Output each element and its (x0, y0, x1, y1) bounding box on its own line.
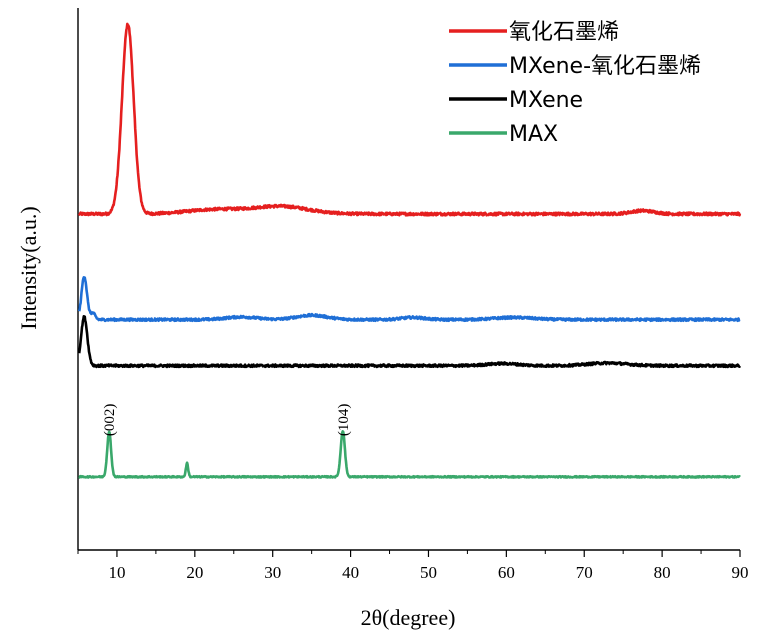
x-axis: 10 20 30 40 50 60 70 80 90 (77, 8, 749, 582)
peak-annotation-1: (104) (336, 404, 352, 437)
y-axis-title: Intensity(a.u.) (16, 206, 41, 329)
annotation-layer: (002) (104) (102, 404, 352, 437)
x-tick-label: 90 (732, 563, 749, 582)
legend-label-3: MAX (509, 122, 558, 147)
peak-annotation-0: (002) (102, 404, 118, 437)
x-tick-label: 10 (108, 563, 125, 582)
series-line-1 (77, 276, 741, 323)
x-tick-label: 50 (420, 563, 437, 582)
legend-label-0: 氧化石墨烯 (509, 20, 619, 45)
x-tick-label: 20 (186, 563, 203, 582)
x-tick-label: 70 (576, 563, 593, 582)
series-line-2 (77, 315, 742, 369)
x-tick-label: 80 (654, 563, 671, 582)
legend: 氧化石墨烯 MXene-氧化石墨烯 MXene MAX (449, 20, 701, 147)
series-line-0 (77, 22, 742, 217)
x-axis-title: 2θ(degree) (361, 605, 456, 630)
x-tick-label: 30 (264, 563, 281, 582)
legend-label-1: MXene-氧化石墨烯 (509, 54, 701, 79)
x-tick-label: 60 (498, 563, 515, 582)
x-tick-label: 40 (342, 563, 359, 582)
series-layer (77, 22, 742, 479)
legend-label-2: MXene (509, 88, 583, 113)
series-line-3 (78, 430, 741, 479)
